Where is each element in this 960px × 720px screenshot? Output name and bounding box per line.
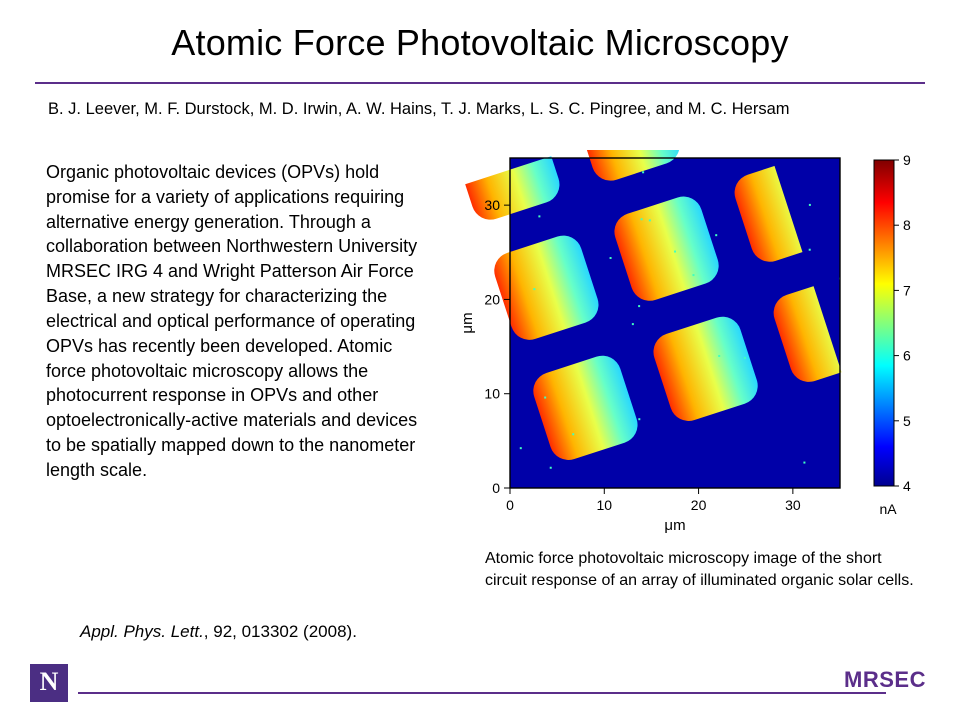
org-label: MRSEC	[844, 667, 926, 693]
body-paragraph: Organic photovoltaic devices (OPVs) hold…	[46, 160, 426, 483]
figure-caption: Atomic force photovoltaic microscopy ima…	[485, 548, 915, 591]
svg-text:20: 20	[484, 291, 500, 307]
svg-text:7: 7	[903, 282, 911, 298]
svg-text:μm: μm	[459, 312, 476, 333]
author-list: B. J. Leever, M. F. Durstock, M. D. Irwi…	[48, 100, 928, 119]
svg-text:4: 4	[903, 478, 911, 494]
svg-text:0: 0	[492, 480, 500, 496]
citation: Appl. Phys. Lett., 92, 013302 (2008).	[80, 622, 357, 642]
citation-journal: Appl. Phys. Lett.	[80, 622, 204, 641]
svg-text:10: 10	[596, 497, 612, 513]
title-rule	[35, 82, 925, 84]
nu-logo-icon	[30, 664, 68, 702]
svg-text:0: 0	[506, 497, 514, 513]
svg-text:10: 10	[484, 386, 500, 402]
slide-title: Atomic Force Photovoltaic Microscopy	[0, 22, 960, 64]
svg-text:8: 8	[903, 217, 911, 233]
svg-text:μm: μm	[664, 517, 685, 534]
footer-rule	[78, 692, 886, 694]
svg-text:30: 30	[484, 197, 500, 213]
svg-text:6: 6	[903, 348, 911, 364]
citation-rest: , 92, 013302 (2008).	[204, 622, 357, 641]
svg-text:30: 30	[785, 497, 801, 513]
svg-text:5: 5	[903, 413, 911, 429]
heatmap-figure: 0 10 20 30 μm 0 10 20 30 μm 4 5 6 7 8 9 nA	[454, 150, 924, 540]
svg-text:20: 20	[691, 497, 707, 513]
svg-text:9: 9	[903, 152, 911, 168]
svg-text:nA: nA	[879, 501, 897, 517]
